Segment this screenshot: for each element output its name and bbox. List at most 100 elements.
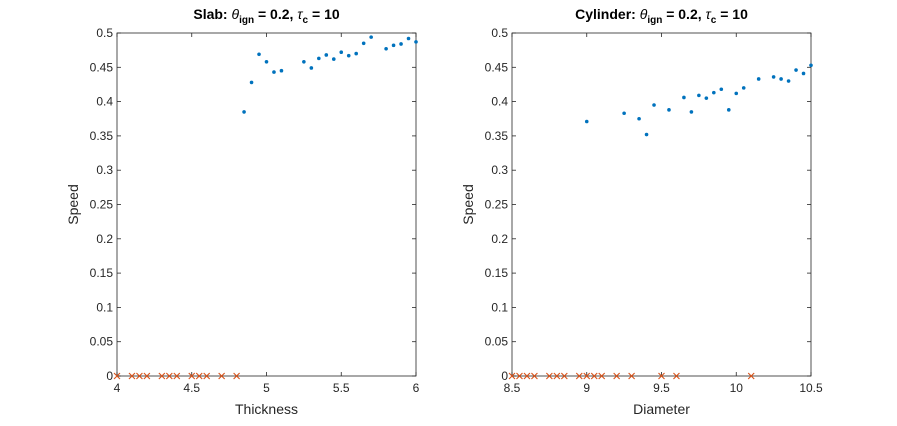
- x-marker-stroke: [203, 372, 211, 380]
- x-marker-stroke: [531, 372, 538, 380]
- data-point: [399, 42, 403, 46]
- chart-title: Slab: θign = 0.2, τc = 10: [193, 6, 339, 26]
- data-point-x: [508, 372, 516, 380]
- y-tick-label: 0.45: [90, 60, 114, 74]
- x-marker-stroke: [508, 372, 516, 380]
- data-point: [809, 63, 813, 68]
- y-tick-label: 0.1: [96, 300, 113, 314]
- x-marker-stroke: [560, 372, 568, 380]
- data-point-x: [136, 372, 143, 380]
- x-tick-label: 10: [730, 381, 744, 395]
- chart-title: Cylinder: θign = 0.2, τc = 10: [575, 6, 748, 26]
- data-point-x: [165, 372, 173, 380]
- y-tick-label: 0.25: [485, 198, 509, 212]
- y-tick-label: 0.3: [491, 163, 508, 177]
- x-marker-stroke: [545, 372, 553, 380]
- data-point: [346, 53, 351, 58]
- y-tick-label: 0: [106, 369, 113, 383]
- x-marker-stroke: [158, 372, 166, 380]
- title-prefix: Slab:: [193, 6, 231, 22]
- data-point: [667, 108, 671, 112]
- series-zero-speed: [113, 372, 240, 380]
- data-point-x: [113, 372, 121, 380]
- data-point-x: [560, 372, 568, 380]
- series-speed: [242, 35, 418, 114]
- data-point: [354, 51, 359, 56]
- data-point: [689, 110, 694, 114]
- data-point: [801, 71, 806, 76]
- data-point: [794, 68, 798, 72]
- data-point-x: [128, 372, 136, 380]
- x-tick-label: 10.5: [799, 381, 823, 395]
- data-point: [406, 36, 411, 41]
- title-tau-sub: c: [303, 15, 309, 26]
- x-marker-stroke: [628, 372, 635, 380]
- title-tau: τ: [706, 6, 712, 22]
- data-point: [257, 52, 261, 57]
- data-point: [384, 46, 388, 51]
- x-marker-stroke: [173, 372, 181, 380]
- data-point-x: [523, 372, 531, 380]
- data-point: [637, 116, 641, 121]
- x-marker-stroke: [575, 372, 583, 380]
- x-marker-stroke: [143, 372, 151, 380]
- data-point-x: [203, 372, 211, 380]
- data-point-x: [188, 372, 196, 380]
- data-point-x: [598, 372, 606, 380]
- data-point: [361, 41, 366, 46]
- data-point-x: [747, 372, 755, 380]
- data-point-x: [628, 372, 635, 380]
- slab-chart-panel: 4 4.5 5 5.5 6 0 0.05 0.1 0.15 0.2 0.25 0.3 0.35 0.4 0.…: [65, 6, 420, 417]
- y-tick-label: 0.05: [485, 335, 509, 349]
- y-tick-label: 0.5: [96, 26, 113, 40]
- y-tick-label: 0.35: [90, 129, 114, 143]
- x-marker-stroke: [136, 372, 143, 380]
- plot-area: [511, 32, 812, 377]
- y-tick-label: 0.2: [491, 232, 508, 246]
- title-tau-sub: c: [711, 15, 717, 26]
- y-tick-label: 0.4: [491, 95, 508, 109]
- data-point: [786, 79, 791, 83]
- data-point: [302, 60, 306, 64]
- title-theta-sub: ign: [647, 15, 662, 26]
- y-tick-label: 0.4: [96, 95, 113, 109]
- data-point: [584, 119, 589, 124]
- y-tick-label: 0.45: [485, 60, 509, 74]
- y-tick-label: 0.05: [90, 335, 114, 349]
- x-marker-stroke: [613, 372, 621, 380]
- series-zero-speed: [508, 372, 755, 380]
- x-marker-stroke: [658, 372, 665, 380]
- data-point: [272, 70, 276, 74]
- data-point-x: [658, 372, 665, 380]
- y-axis-label: Speed: [65, 184, 81, 224]
- x-tick-label: 5.5: [333, 381, 350, 395]
- x-marker-stroke: [188, 372, 196, 380]
- y-tick-label: 0.25: [90, 198, 114, 212]
- x-tick-label: 6: [413, 381, 420, 395]
- data-point: [324, 53, 329, 57]
- x-axis-label: Diameter: [633, 401, 690, 417]
- y-tick-label: 0.3: [96, 163, 113, 177]
- y-tick-label: 0.5: [491, 26, 508, 40]
- data-point-x: [195, 372, 203, 380]
- title-mid: = 0.2,: [254, 6, 297, 22]
- data-point: [644, 132, 649, 137]
- y-axis-label: Speed: [460, 184, 476, 224]
- title-prefix: Cylinder:: [575, 6, 640, 22]
- data-point-x: [218, 372, 226, 380]
- title-suffix: = 10: [716, 6, 748, 22]
- data-point-x: [583, 372, 591, 380]
- y-tick-label: 0.15: [485, 266, 509, 280]
- data-point: [264, 60, 269, 64]
- title-theta-sub: ign: [239, 15, 254, 26]
- data-point: [682, 95, 686, 100]
- data-point-x: [613, 372, 621, 380]
- x-marker-stroke: [673, 372, 680, 380]
- x-axis-label: Thickness: [235, 401, 298, 417]
- data-point-x: [143, 372, 151, 380]
- x-marker-stroke: [128, 372, 136, 380]
- data-point-x: [673, 372, 680, 380]
- x-marker-stroke: [233, 372, 240, 380]
- data-point: [242, 110, 246, 114]
